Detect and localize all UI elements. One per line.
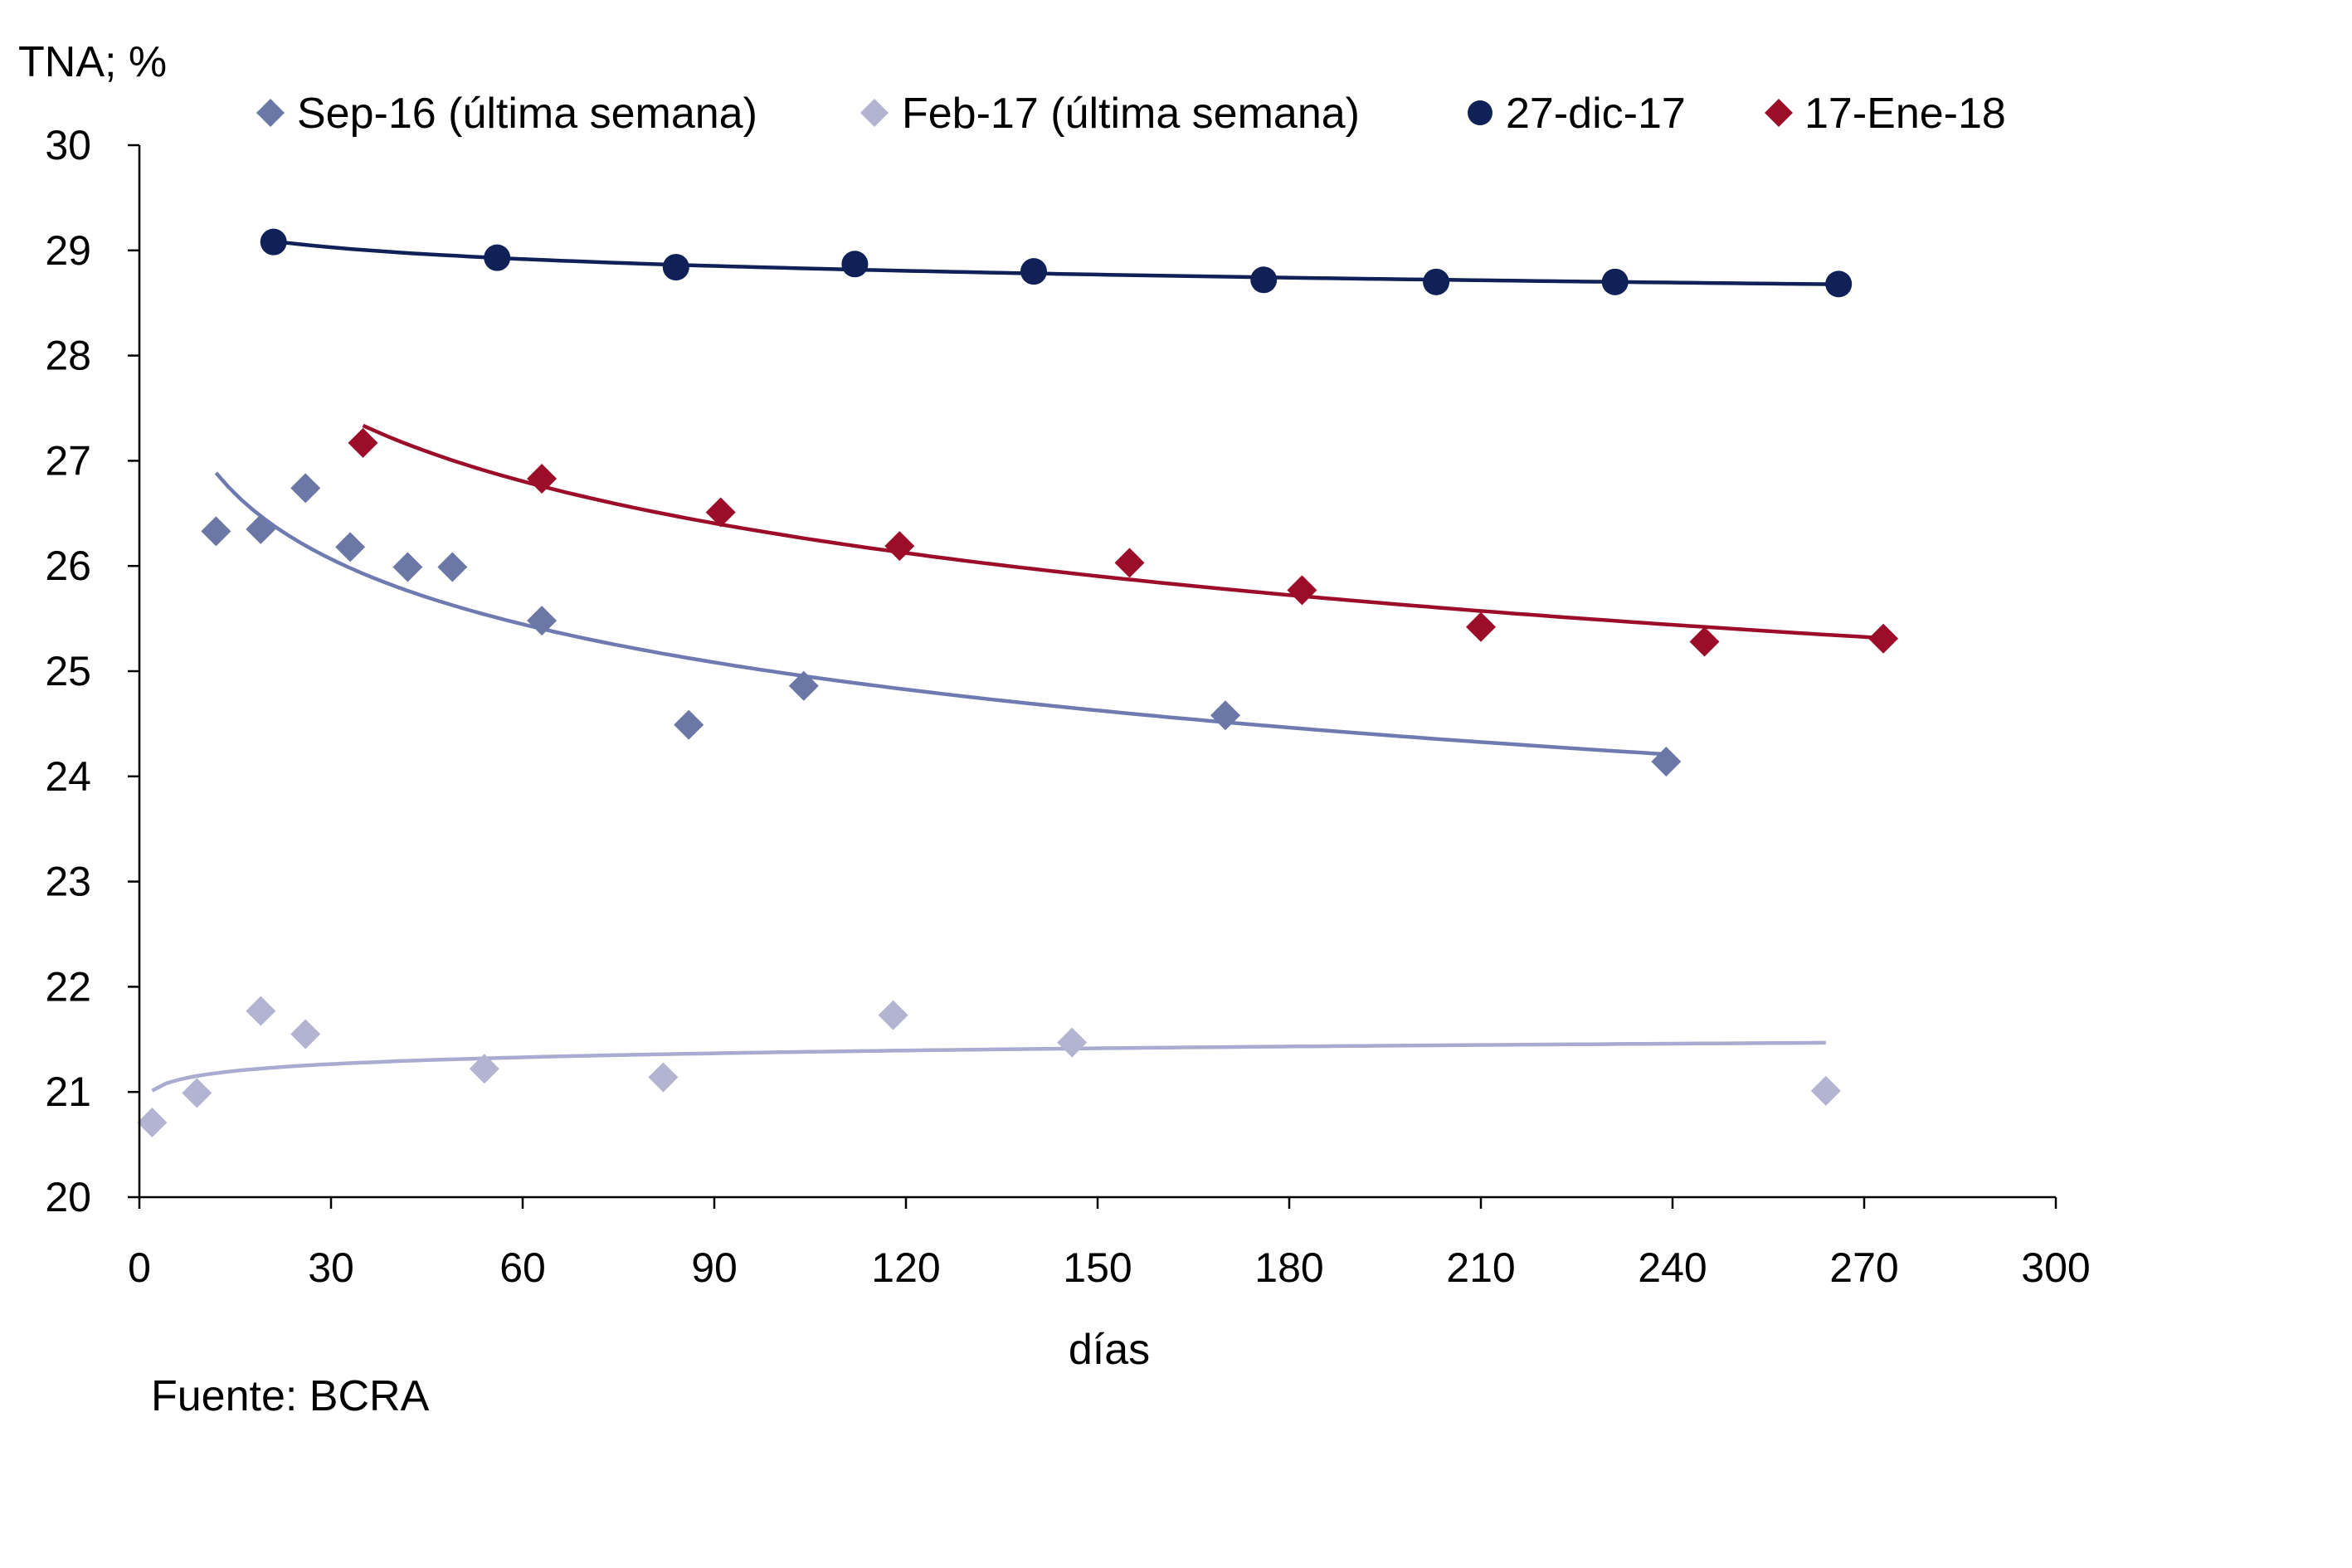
data-point-series-2 <box>1810 1075 1841 1106</box>
trendline-series-3 <box>273 239 1839 286</box>
y-axis-title: TNA; % <box>18 38 167 86</box>
data-point-series-1 <box>674 709 704 740</box>
data-point-series-1 <box>290 473 321 504</box>
x-tick-labels: 0 30 60 90 120 150 180 210 240 270 300 <box>128 1244 2091 1291</box>
data-point-series-2 <box>182 1078 212 1108</box>
x-tick-label: 0 <box>128 1244 151 1291</box>
data-point-series-4 <box>527 463 558 494</box>
y-tick-label: 22 <box>45 963 91 1010</box>
data-point-series-1 <box>1651 747 1682 777</box>
data-point-series-3 <box>662 254 689 281</box>
y-tick-labels: 20 21 22 23 24 25 26 27 28 29 30 <box>45 122 91 1220</box>
data-point-series-1 <box>246 514 276 544</box>
data-point-series-4 <box>1287 575 1317 606</box>
data-point-series-2 <box>290 1019 321 1049</box>
data-point-series-3 <box>841 251 869 278</box>
data-point-series-4 <box>1114 548 1145 578</box>
x-tick-label: 300 <box>2021 1244 2090 1291</box>
data-point-series-3 <box>1020 258 1047 285</box>
trendlines <box>151 239 1884 1093</box>
y-tick-label: 29 <box>45 227 91 274</box>
x-axis-title: días <box>1069 1326 1150 1374</box>
data-point-series-2 <box>246 996 276 1026</box>
data-point-series-1 <box>1210 700 1240 731</box>
y-tick-label: 27 <box>45 437 91 484</box>
y-tick-label: 25 <box>45 648 91 694</box>
x-tick-label: 120 <box>871 1244 940 1291</box>
x-tick-label: 210 <box>1446 1244 1515 1291</box>
axes <box>128 144 2057 1209</box>
x-tick-label: 30 <box>308 1244 354 1291</box>
data-point-series-2 <box>469 1054 499 1084</box>
y-tick-label: 20 <box>45 1174 91 1220</box>
data-point-series-1 <box>437 552 468 582</box>
data-markers <box>137 228 1899 1137</box>
data-point-series-2 <box>648 1062 679 1093</box>
data-point-series-2 <box>1057 1027 1088 1058</box>
data-point-series-4 <box>1689 626 1720 657</box>
data-point-series-4 <box>1868 623 1899 654</box>
data-point-series-3 <box>1825 270 1853 298</box>
data-point-series-3 <box>1601 268 1629 295</box>
legend-label: Feb-17 (última semana) <box>902 90 1360 138</box>
data-point-series-4 <box>1466 611 1496 642</box>
data-point-series-3 <box>1250 266 1278 294</box>
data-point-series-1 <box>527 606 558 636</box>
x-tick-label: 60 <box>499 1244 546 1291</box>
y-tick-label: 28 <box>45 333 91 379</box>
legend-marker <box>860 99 889 127</box>
data-point-series-1 <box>335 532 366 562</box>
data-point-series-4 <box>348 427 378 458</box>
legend-label: Sep-16 (última semana) <box>297 90 757 138</box>
legend: Sep-16 (última semana) Feb-17 (última sem… <box>256 90 2006 138</box>
data-point-series-4 <box>884 531 915 562</box>
trendline-series-1 <box>214 471 1667 757</box>
data-point-series-2 <box>878 1000 908 1030</box>
data-point-series-1 <box>788 670 819 701</box>
y-tick-label: 23 <box>45 859 91 905</box>
x-tick-label: 150 <box>1063 1244 1132 1291</box>
data-point-series-1 <box>201 516 231 547</box>
data-point-series-2 <box>137 1107 168 1137</box>
y-tick-label: 21 <box>45 1069 91 1115</box>
data-point-series-4 <box>705 497 736 528</box>
legend-marker <box>1765 99 1793 127</box>
x-tick-label: 90 <box>691 1244 738 1291</box>
legend-label: 17-Ene-18 <box>1804 90 2006 138</box>
data-point-series-1 <box>392 552 423 582</box>
legend-marker <box>256 99 285 127</box>
trendline-series-2 <box>151 1040 1826 1093</box>
data-point-series-3 <box>260 228 287 256</box>
legend-label: 27-dic-17 <box>1506 90 1686 138</box>
source-note: Fuente: BCRA <box>151 1372 430 1420</box>
x-tick-label: 180 <box>1254 1244 1323 1291</box>
data-point-series-3 <box>484 244 511 271</box>
data-point-series-3 <box>1423 268 1450 295</box>
x-tick-label: 270 <box>1829 1244 1898 1291</box>
y-tick-label: 26 <box>45 543 91 589</box>
y-tick-label: 30 <box>45 122 91 168</box>
trendline-series-4 <box>362 423 1884 640</box>
x-tick-label: 240 <box>1638 1244 1707 1291</box>
y-tick-label: 24 <box>45 753 91 800</box>
legend-marker <box>1468 100 1493 125</box>
